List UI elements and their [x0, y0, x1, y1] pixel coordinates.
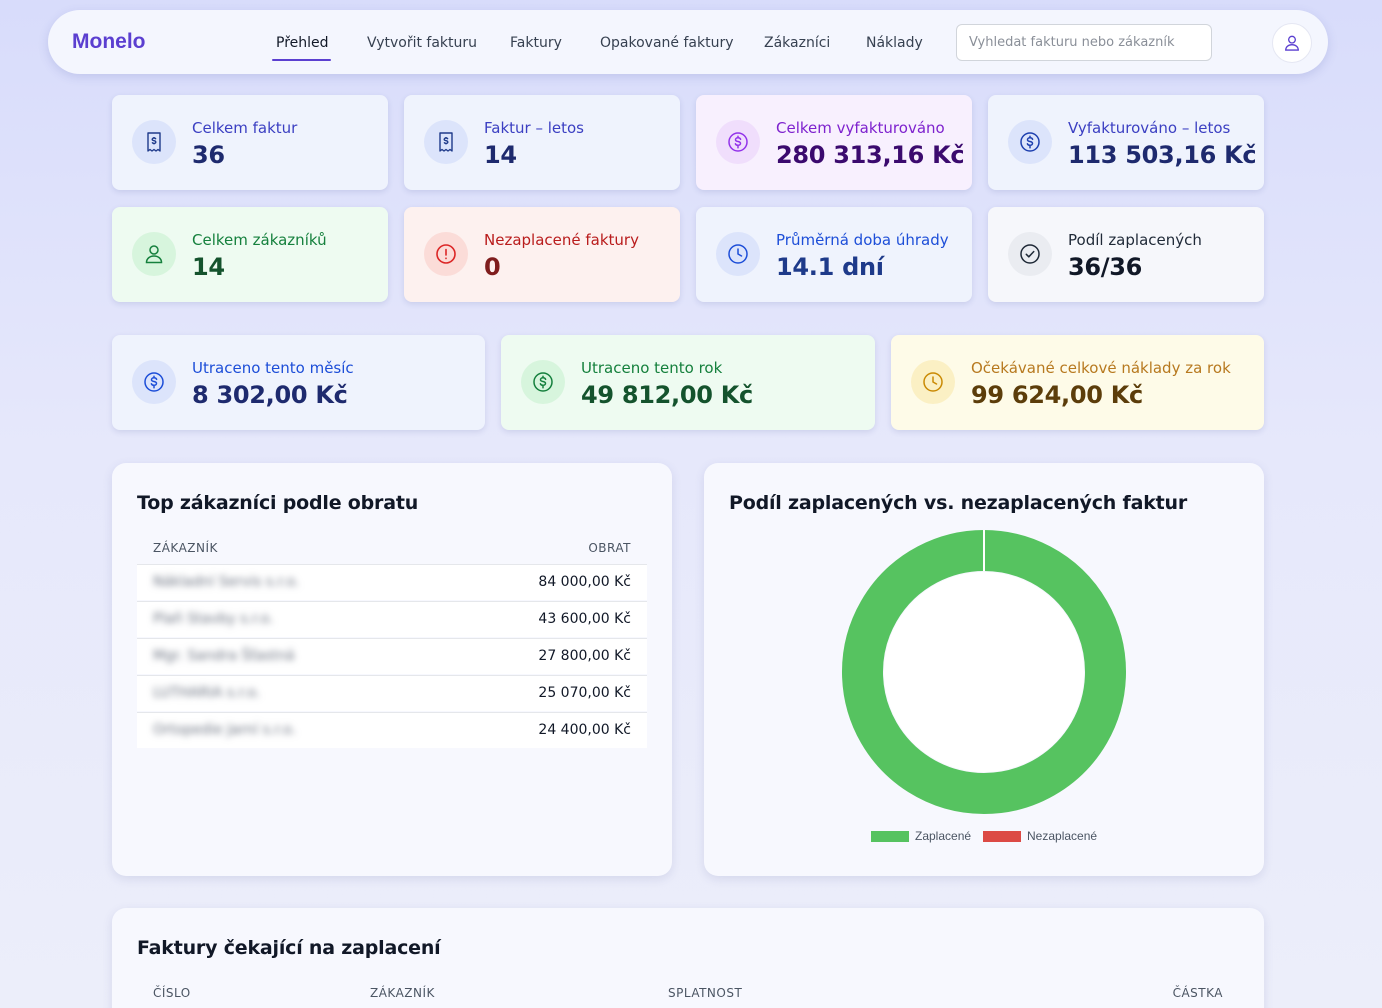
top-customers-panel: Top zákazníci podle obratu ZÁKAZNÍK OBRA…: [112, 463, 672, 876]
user-menu-button[interactable]: [1272, 23, 1312, 63]
stat-label: Faktur – letos: [484, 119, 584, 137]
customer-turnover: 84 000,00 Kč: [538, 574, 631, 590]
stat-value: 0: [484, 253, 501, 281]
stat-value: 36/36: [1068, 253, 1143, 281]
app-logo[interactable]: Monelo: [72, 30, 146, 53]
stat-card-total-invoiced: Celkem vyfakturováno 280 313,16 Kč: [696, 95, 972, 190]
nav-item-prehled[interactable]: Přehled: [276, 35, 329, 51]
check-circle-icon: [1008, 232, 1052, 276]
nav-item-vytvorit-fakturu[interactable]: Vytvořit fakturu: [367, 35, 478, 51]
pie-slice-zaplacené[interactable]: [842, 530, 1126, 814]
stat-value: 99 624,00 Kč: [971, 381, 1143, 409]
customer-name: Mgr. Sandra Šťastná: [153, 648, 295, 664]
customer-name: Nákladní Servis s.r.o.: [153, 574, 300, 590]
table-row[interactable]: Nákladní Servis s.r.o. 84 000,00 Kč: [137, 564, 647, 600]
nav-item-zakaznici[interactable]: Zákazníci: [764, 35, 831, 51]
stat-card-paid-ratio: Podíl zaplacených 36/36: [988, 207, 1264, 302]
stat-value: 14.1 dní: [776, 253, 884, 281]
dollar-icon: [521, 360, 565, 404]
stat-value: 36: [192, 141, 225, 169]
column-header-amount: ČÁSTKA: [1172, 986, 1223, 1000]
customer-turnover: 43 600,00 Kč: [538, 611, 631, 627]
user-icon: [1285, 35, 1299, 51]
stat-card-invoiced-this-year: Vyfakturováno – letos 113 503,16 Kč: [988, 95, 1264, 190]
dollar-icon: [716, 120, 760, 164]
table-row[interactable]: Ortopedie Jarní s.r.o. 24 400,00 Kč: [137, 712, 647, 748]
chart-title: Podíl zaplacených vs. nezaplacených fakt…: [729, 492, 1188, 514]
stat-label: Průměrná doba úhrady: [776, 231, 949, 249]
table-row[interactable]: Plaň Stavby s.r.o. 43 600,00 Kč: [137, 601, 647, 637]
customer-turnover: 24 400,00 Kč: [538, 722, 631, 738]
receipt-icon: [424, 120, 468, 164]
legend-label-unpaid: Nezaplacené: [1027, 829, 1098, 843]
panel-title: Top zákazníci podle obratu: [137, 492, 419, 514]
customer-name: Plaň Stavby s.r.o.: [153, 611, 274, 627]
navbar: Monelo Přehled Vytvořit fakturu Faktury …: [48, 10, 1328, 74]
stat-value: 14: [484, 141, 517, 169]
customer-turnover: 25 070,00 Kč: [538, 685, 631, 701]
stat-label: Očekávané celkové náklady za rok: [971, 359, 1231, 377]
column-header-due-date: SPLATNOST: [668, 986, 743, 1000]
pending-invoices-panel: Faktury čekající na zaplacení ČÍSLO ZÁKA…: [112, 908, 1264, 1008]
legend-label-paid: Zaplacené: [915, 829, 972, 843]
legend-swatch-paid: [871, 830, 909, 842]
legend-item-paid[interactable]: Zaplacené: [871, 829, 971, 843]
user-icon: [132, 232, 176, 276]
table-row[interactable]: Mgr. Sandra Šťastná 27 800,00 Kč: [137, 638, 647, 674]
clock-icon: [716, 232, 760, 276]
stat-card-average-payment-time: Průměrná doba úhrady 14.1 dní: [696, 207, 972, 302]
stat-value: 49 812,00 Kč: [581, 381, 753, 409]
alert-icon: [424, 232, 468, 276]
nav-active-indicator: [272, 59, 331, 61]
stat-label: Celkem vyfakturováno: [776, 119, 945, 137]
stat-value: 14: [192, 253, 225, 281]
nav-item-faktury[interactable]: Faktury: [510, 35, 562, 51]
expense-card-this-year: Utraceno tento rok 49 812,00 Kč: [501, 335, 875, 430]
stat-value: 113 503,16 Kč: [1068, 141, 1257, 169]
receipt-icon: [132, 120, 176, 164]
stat-label: Celkem faktur: [192, 119, 298, 137]
stat-value: 280 313,16 Kč: [776, 141, 965, 169]
stat-card-total-invoices: Celkem faktur 36: [112, 95, 388, 190]
expense-card-expected-year: Očekávané celkové náklady za rok 99 624,…: [891, 335, 1264, 430]
customer-name: LUTHARIA s.r.o.: [153, 685, 261, 701]
stat-value: 8 302,00 Kč: [192, 381, 348, 409]
stat-label: Vyfakturováno – letos: [1068, 119, 1231, 137]
column-header-customer: ZÁKAZNÍK: [370, 986, 435, 1000]
panel-title: Faktury čekající na zaplacení: [137, 937, 441, 959]
donut-chart: [842, 530, 1126, 814]
customer-name: Ortopedie Jarní s.r.o.: [153, 722, 297, 738]
stat-card-total-customers: Celkem zákazníků 14: [112, 207, 388, 302]
stat-card-invoices-this-year: Faktur – letos 14: [404, 95, 680, 190]
paid-ratio-chart-panel: Podíl zaplacených vs. nezaplacených fakt…: [704, 463, 1264, 876]
dollar-icon: [1008, 120, 1052, 164]
column-header-number: ČÍSLO: [153, 986, 191, 1000]
stat-label: Podíl zaplacených: [1068, 231, 1202, 249]
stat-label: Nezaplacené faktury: [484, 231, 639, 249]
nav-item-opakovane-faktury[interactable]: Opakované faktury: [600, 35, 734, 51]
stat-label: Utraceno tento měsíc: [192, 359, 354, 377]
search-input[interactable]: [956, 24, 1212, 61]
expense-card-this-month: Utraceno tento měsíc 8 302,00 Kč: [112, 335, 485, 430]
table-row[interactable]: LUTHARIA s.r.o. 25 070,00 Kč: [137, 675, 647, 711]
donut-hole: [884, 572, 1084, 772]
stat-label: Utraceno tento rok: [581, 359, 723, 377]
customer-turnover: 27 800,00 Kč: [538, 648, 631, 664]
nav-item-naklady[interactable]: Náklady: [866, 35, 923, 51]
stat-label: Celkem zákazníků: [192, 231, 327, 249]
column-header-turnover: OBRAT: [588, 541, 631, 555]
dollar-icon: [132, 360, 176, 404]
legend-swatch-unpaid: [983, 830, 1021, 842]
clock-icon: [911, 360, 955, 404]
legend-item-unpaid[interactable]: Nezaplacené: [983, 829, 1097, 843]
stat-card-unpaid-invoices: Nezaplacené faktury 0: [404, 207, 680, 302]
column-header-customer: ZÁKAZNÍK: [153, 541, 218, 555]
